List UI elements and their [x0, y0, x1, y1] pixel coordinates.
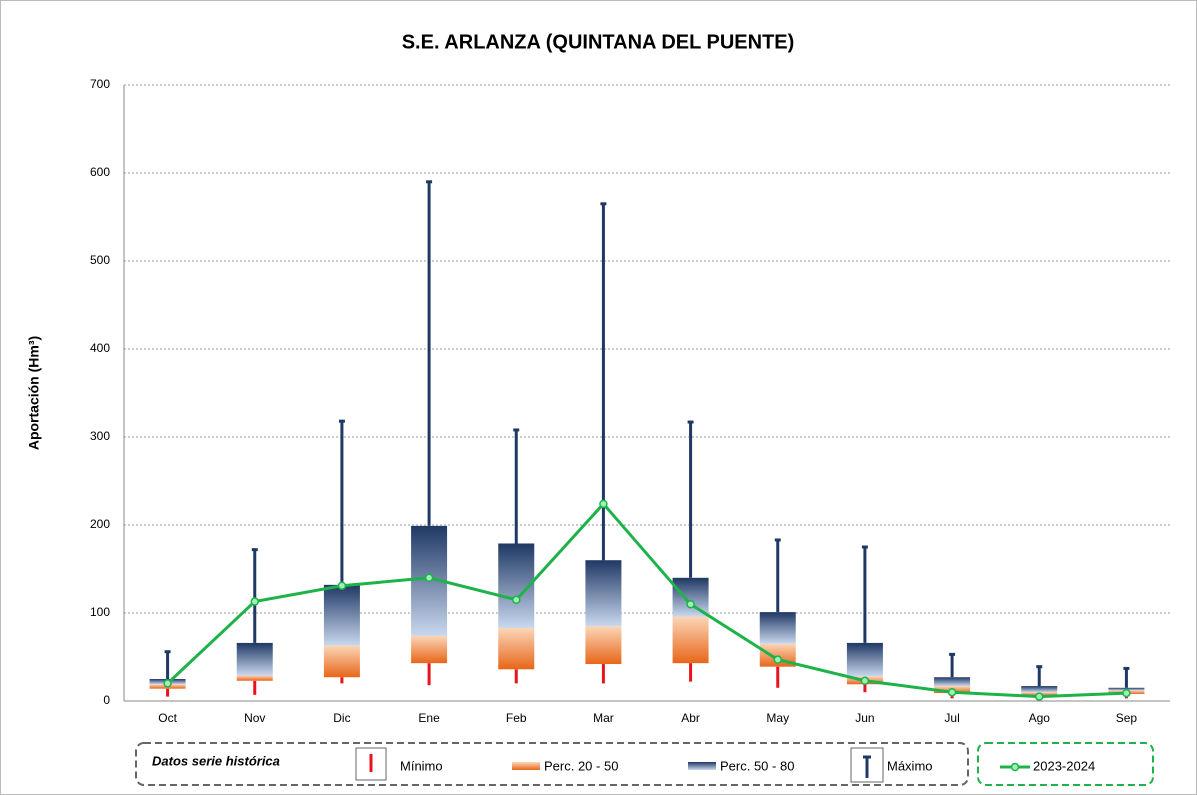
line-2023-2024 — [166, 501, 1127, 699]
box-p50-80 — [846, 642, 883, 677]
legend-label: Perc. 50 - 80 — [720, 758, 794, 773]
x-tick-label: May — [766, 711, 789, 725]
x-tick-label: Mar — [593, 711, 614, 725]
legend-label: Máximo — [887, 758, 933, 773]
legend-box — [135, 742, 969, 786]
box-p20-50 — [672, 616, 709, 664]
y-tick-label: 600 — [90, 165, 110, 179]
box-p20-50 — [411, 635, 448, 664]
y-tick-label: 400 — [90, 341, 110, 355]
x-tick-label: Oct — [158, 711, 177, 725]
box-p50-80 — [1021, 686, 1058, 693]
line-point — [1122, 688, 1131, 698]
x-tick-label: Jun — [855, 711, 874, 725]
line-point — [599, 499, 608, 509]
box-p20-50 — [323, 645, 360, 678]
legend-box — [977, 742, 1154, 786]
y-tick-label: 200 — [90, 517, 110, 531]
box-p50-80 — [585, 560, 622, 627]
legend-icon — [688, 762, 716, 770]
y-tick-label: 500 — [90, 253, 110, 267]
box-p50-80 — [236, 642, 273, 676]
y-tick-label: 700 — [90, 77, 110, 91]
x-tick-label: Sep — [1116, 711, 1138, 725]
legend-label: Perc. 20 - 50 — [544, 758, 618, 773]
x-tick-label: Dic — [333, 711, 350, 725]
line-point — [424, 573, 434, 583]
x-tick-label: Ago — [1029, 711, 1051, 725]
x-tick-label: Abr — [681, 711, 700, 725]
x-tick-label: Jul — [944, 711, 959, 725]
legend-icon-frame — [850, 747, 884, 783]
legend-label: 2023-2024 — [1033, 758, 1095, 773]
x-tick-label: Nov — [244, 711, 265, 725]
line-point — [163, 679, 172, 688]
box-p50-80 — [759, 612, 796, 644]
line-point — [337, 581, 347, 590]
legend-icon-frame — [355, 747, 387, 781]
y-tick-label: 300 — [90, 429, 110, 443]
box-p50-80 — [934, 677, 971, 687]
line-point — [860, 676, 870, 686]
chart-title: S.E. ARLANZA (QUINTANA DEL PUENTE) — [402, 31, 795, 53]
line-point — [512, 595, 521, 605]
y-axis-label: Aportación (Hm³) — [26, 336, 42, 450]
box-p20-50 — [498, 627, 535, 670]
y-tick-label: 100 — [90, 605, 110, 619]
line-point — [1035, 692, 1044, 701]
legend-icon — [512, 762, 540, 770]
line-point — [773, 655, 782, 664]
box-p50-80 — [323, 584, 360, 646]
box-p20-50 — [236, 675, 273, 681]
legend-label: Mínimo — [400, 758, 443, 773]
line-point — [686, 599, 695, 609]
x-tick-label: Feb — [506, 711, 527, 725]
y-tick-label: 0 — [103, 693, 110, 707]
line-point — [947, 687, 957, 697]
box-p20-50 — [585, 626, 622, 665]
x-tick-label: Ene — [418, 711, 440, 725]
line-point — [250, 597, 259, 606]
legend-title: Datos serie histórica — [152, 753, 280, 768]
legend-icon — [1010, 762, 1020, 772]
